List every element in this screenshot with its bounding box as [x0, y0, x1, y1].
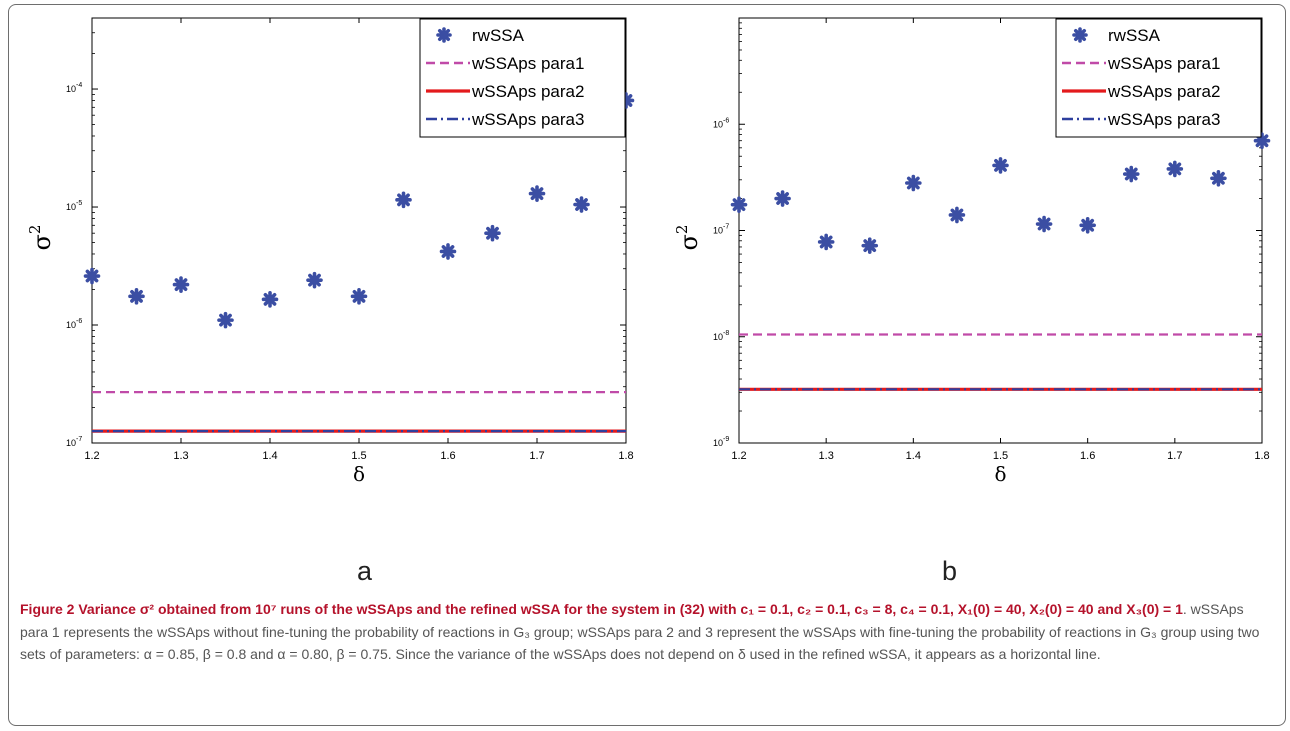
y-axis-label: σ2 — [26, 225, 56, 251]
y-tick-label: 10-4 — [66, 82, 82, 94]
legend-box — [1055, 18, 1262, 138]
legend-item: wSSAps para3 — [426, 110, 584, 129]
marker-point — [395, 191, 412, 209]
legend-label: wSSAps para1 — [1107, 54, 1220, 73]
x-tick-label: 1.7 — [1167, 450, 1182, 462]
marker-point — [905, 174, 922, 192]
x-tick-label: 1.2 — [731, 450, 746, 462]
marker-point — [948, 206, 966, 224]
marker-point — [992, 157, 1009, 174]
x-tick-label: 1.4 — [262, 450, 277, 462]
marker-point — [573, 196, 590, 213]
legend-item: wSSAps para3 — [1062, 110, 1220, 129]
legend-item: wSSAps para1 — [1062, 54, 1220, 73]
marker-point — [128, 288, 145, 305]
chart-panel-b: 1.2 1.3 1.4 1.5 1.6 1.7 1.8 10-9 10-8 10-7 10-6 δ σ2… — [673, 17, 1271, 486]
marker-point — [436, 27, 452, 43]
x-tick-label: 1.5 — [993, 450, 1008, 462]
x-tick-label: 1.5 — [351, 450, 366, 462]
marker-point — [861, 237, 879, 254]
legend-label: rwSSA — [1108, 26, 1161, 45]
x-tick-label: 1.7 — [529, 450, 544, 462]
marker-point — [528, 185, 546, 202]
figure-caption: Figure 2 Variance σ² obtained from 10⁷ r… — [20, 598, 1272, 666]
marker-point — [817, 233, 835, 251]
legend-label: wSSAps para2 — [1107, 82, 1220, 101]
caption-title: Figure 2 Variance σ² obtained from 10⁷ r… — [20, 601, 1183, 617]
panel-label-a: a — [357, 556, 373, 586]
legend-label: wSSAps para1 — [471, 54, 584, 73]
y-tick-label: 10-5 — [66, 200, 82, 212]
x-tick-label: 1.2 — [84, 450, 99, 462]
marker-point — [1210, 169, 1227, 187]
legend: rwSSA wSSAps para1 wSSAps para2 wSSAps para… — [1055, 18, 1262, 138]
legend-item: wSSAps para2 — [426, 82, 584, 101]
marker-point — [261, 291, 279, 308]
legend-item: wSSAps para2 — [1062, 82, 1220, 101]
y-tick-label: 10-9 — [713, 436, 729, 448]
legend-label: wSSAps para2 — [471, 82, 584, 101]
legend-item: rwSSA — [1072, 26, 1161, 45]
marker-point — [1079, 216, 1096, 234]
y-tick-label: 10-7 — [66, 436, 82, 448]
x-tick-label: 1.4 — [906, 450, 921, 462]
x-axis-label: δ — [994, 462, 1006, 486]
marker-point — [350, 288, 368, 305]
y-tick-label: 10-7 — [713, 224, 729, 236]
marker-point — [1072, 27, 1088, 43]
y-tick-label: 10-6 — [66, 318, 82, 330]
y-axis-label: σ2 — [673, 225, 703, 251]
marker-point — [484, 224, 501, 242]
legend-label: wSSAps para3 — [471, 110, 584, 129]
x-axis-label: δ — [353, 462, 365, 486]
marker-point — [1166, 160, 1184, 178]
legend-box — [419, 18, 626, 138]
marker-point — [1035, 215, 1053, 233]
y-tick-label: 10-6 — [713, 117, 729, 129]
chart-panel-a: 1.2 1.3 1.4 1.5 1.6 1.7 1.8 10-7 10-6 10-5 10-4 δ σ2… — [26, 17, 635, 486]
legend-label: rwSSA — [472, 26, 525, 45]
x-tick-label: 1.6 — [440, 450, 455, 462]
x-tick-label: 1.3 — [173, 450, 188, 462]
panel-label-b: b — [942, 556, 958, 586]
caption-body: . wSSAps para 1 represents the wSSAps wi… — [20, 601, 1260, 662]
marker-point — [439, 243, 457, 260]
marker-point — [1122, 165, 1140, 183]
x-tick-label: 1.3 — [819, 450, 834, 462]
x-tick-label: 1.8 — [1254, 450, 1269, 462]
marker-point — [172, 276, 190, 293]
marker-point — [1253, 132, 1271, 150]
x-tick-label: 1.6 — [1080, 450, 1095, 462]
legend-item: rwSSA — [436, 26, 525, 45]
legend-label: wSSAps para3 — [1107, 110, 1220, 129]
marker-point — [83, 267, 101, 285]
legend: rwSSA wSSAps para1 wSSAps para2 wSSAps para… — [419, 18, 626, 138]
marker-point — [730, 196, 748, 213]
marker-point — [774, 190, 791, 207]
figure-frame — [8, 4, 1286, 726]
marker-point — [217, 311, 234, 329]
marker-point — [306, 271, 323, 289]
legend-item: wSSAps para1 — [426, 54, 584, 73]
x-tick-label: 1.8 — [618, 450, 633, 462]
y-tick-label: 10-8 — [713, 330, 729, 342]
